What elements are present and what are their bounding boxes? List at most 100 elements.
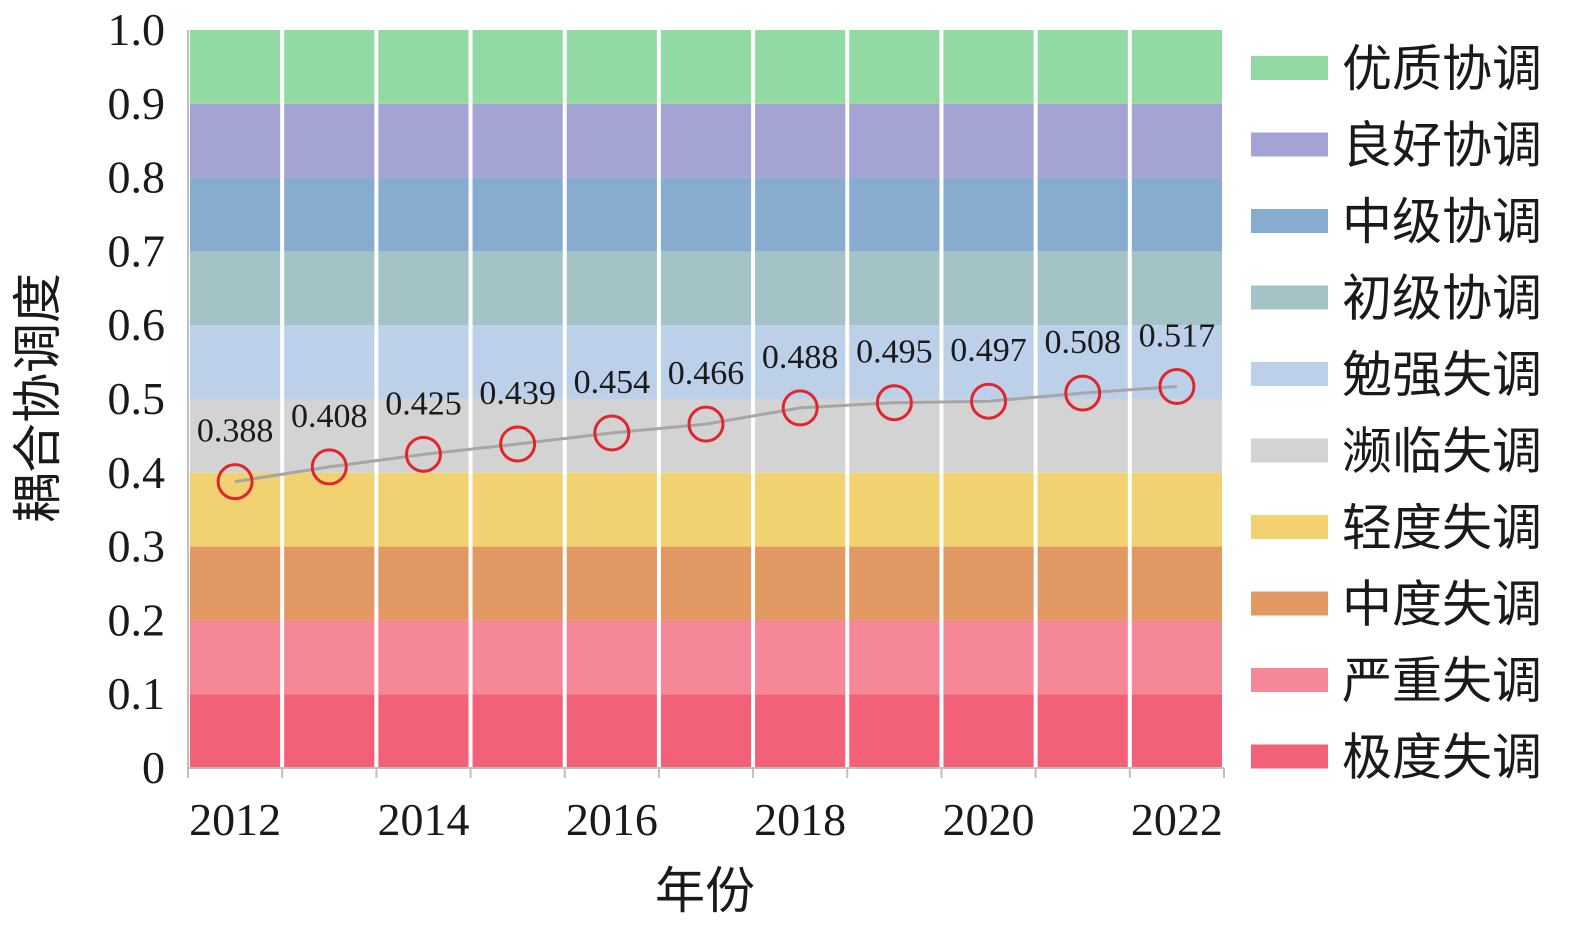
band-segment-2014-2: [378, 546, 469, 621]
band-segment-2017-2: [660, 546, 752, 621]
band-segment-2012-9: [190, 30, 281, 104]
band-segment-2012-8: [190, 103, 281, 178]
legend-swatch: [1251, 668, 1328, 692]
band-segment-2014-0: [378, 694, 469, 768]
band-segment-2020-3: [943, 472, 1034, 547]
data-markers: [216, 367, 1196, 501]
band-segment-2022-7: [1131, 177, 1222, 252]
data-point-2017: [687, 405, 725, 443]
band-segment-2012-5: [190, 325, 281, 399]
band-segment-2018-6: [755, 251, 846, 326]
band-segment-2013-7: [284, 177, 375, 252]
band-segment-2016-2: [566, 546, 657, 621]
trend-line: [234, 384, 1178, 484]
x-tick-label: 2018: [754, 794, 846, 845]
band-segment-2013-0: [284, 694, 375, 768]
y-tick-label: 0.1: [108, 668, 166, 719]
band-segment-2015-6: [472, 251, 563, 326]
band-segment-2019-0: [849, 694, 940, 768]
band-segment-2014-6: [378, 251, 469, 326]
band-segment-2013-8: [284, 103, 375, 178]
band-segment-2016-3: [566, 472, 657, 547]
band-segment-2012-0: [190, 694, 281, 768]
band-segment-2021-0: [1037, 694, 1128, 768]
band-segment-2013-5: [284, 325, 375, 399]
legend-label: 严重失调: [1342, 653, 1542, 709]
band-segment-2016-1: [566, 620, 657, 695]
band-segment-2013-9: [284, 30, 375, 104]
y-axis-title: 耦合协调度: [10, 273, 66, 523]
band-segment-2012-6: [190, 251, 281, 326]
band-segment-2014-9: [378, 30, 469, 104]
band-segment-2022-3: [1131, 472, 1222, 547]
band-segment-2017-0: [660, 694, 752, 768]
band-segment-2020-4: [943, 399, 1034, 473]
legend-swatch: [1251, 132, 1328, 157]
legend-label: 良好协调: [1342, 118, 1542, 174]
band-segment-2022-9: [1131, 30, 1222, 104]
band-segment-2016-8: [566, 103, 657, 178]
data-label-2012: 0.388: [197, 413, 274, 450]
band-segment-2015-0: [472, 694, 563, 768]
band-segment-2019-7: [849, 177, 940, 252]
band-segment-2019-3: [849, 472, 940, 547]
band-segment-2013-2: [284, 546, 375, 621]
data-label-2013: 0.408: [291, 398, 368, 435]
band-segment-2017-5: [660, 325, 752, 399]
legend-swatch: [1251, 515, 1328, 539]
data-point-2013: [310, 448, 348, 486]
band-segment-2020-9: [943, 30, 1034, 104]
band-segment-2015-8: [472, 103, 563, 178]
band-segment-2015-2: [472, 546, 563, 621]
band-segment-2018-4: [755, 399, 846, 473]
band-segment-2015-5: [472, 325, 563, 399]
band-segment-2015-1: [472, 620, 563, 695]
band-segment-2019-6: [849, 251, 940, 326]
band-segment-2018-2: [755, 546, 846, 621]
band-segment-2014-1: [378, 620, 469, 695]
band-segment-2022-1: [1131, 620, 1222, 695]
legend-label: 中级协调: [1342, 194, 1542, 250]
band-segment-2016-7: [566, 177, 657, 252]
legend-swatch: [1251, 591, 1328, 616]
band-segment-2021-5: [1037, 325, 1128, 399]
data-point-2019: [875, 384, 913, 422]
band-segment-2014-5: [378, 325, 469, 399]
band-segment-2013-4: [284, 399, 375, 473]
band-segment-2019-8: [849, 103, 940, 178]
y-tick-label: 0.8: [108, 152, 166, 203]
band-segment-2022-4: [1131, 399, 1222, 473]
band-segment-2018-5: [755, 325, 846, 399]
band-segment-2015-9: [472, 30, 563, 104]
band-segment-2014-8: [378, 103, 469, 178]
band-segment-2015-7: [472, 177, 563, 252]
band-segment-2013-6: [284, 251, 375, 326]
band-segment-2013-1: [284, 620, 375, 695]
x-tick-label: 2016: [566, 794, 658, 845]
band-segment-2019-1: [849, 620, 940, 695]
band-segment-2020-2: [943, 546, 1034, 621]
legend-label: 勉强失调: [1342, 347, 1542, 403]
band-segment-2018-3: [755, 472, 846, 547]
data-point-2022: [1158, 367, 1196, 405]
data-point-2020: [970, 382, 1008, 420]
legend-swatch: [1251, 56, 1328, 80]
band-segment-2014-3: [378, 472, 469, 547]
legend-label: 轻度失调: [1342, 500, 1542, 556]
x-tick-label: 2012: [189, 794, 281, 845]
band-segment-2020-0: [943, 694, 1034, 768]
band-segment-2021-3: [1037, 472, 1128, 547]
legend-label: 濒临失调: [1342, 424, 1542, 480]
band-segment-2017-1: [660, 620, 752, 695]
data-label-2022: 0.517: [1139, 317, 1216, 354]
data-label-2017: 0.466: [668, 355, 745, 392]
band-segment-2015-3: [472, 472, 563, 547]
band-segment-2017-6: [660, 251, 752, 326]
data-label-2019: 0.495: [856, 334, 933, 371]
x-tick-label: 2014: [377, 794, 469, 845]
band-segment-2014-7: [378, 177, 469, 252]
band-segment-2016-6: [566, 251, 657, 326]
legend-label: 初级协调: [1342, 271, 1542, 327]
band-segment-2018-8: [755, 103, 846, 178]
data-point-2018: [781, 389, 819, 427]
